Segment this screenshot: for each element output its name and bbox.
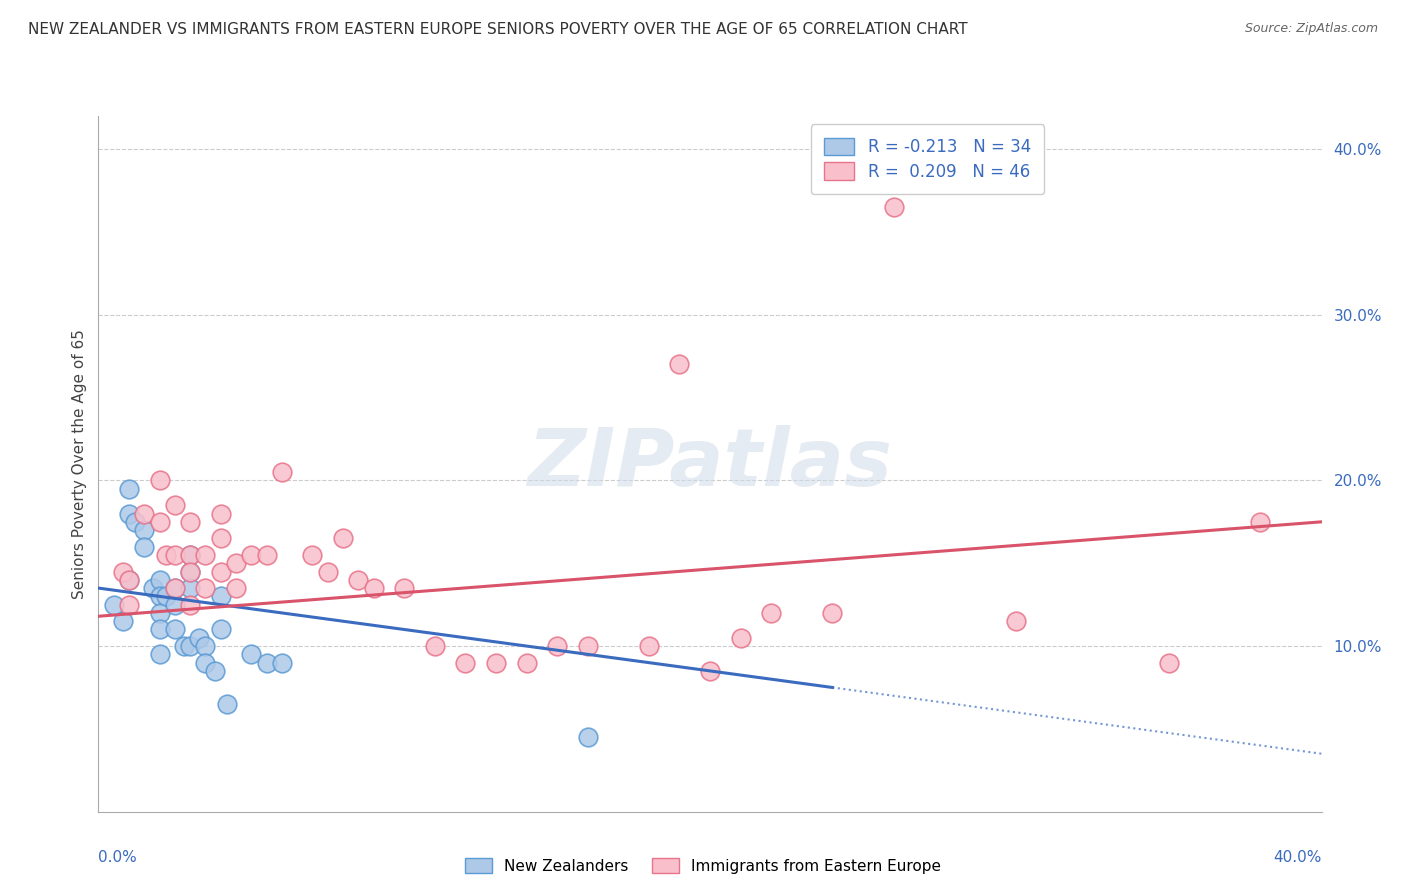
Point <box>209 507 232 521</box>
Point <box>163 581 186 595</box>
Point <box>1157 656 1180 670</box>
Point <box>668 358 690 372</box>
Point <box>149 623 172 637</box>
Point <box>142 581 165 595</box>
Point <box>179 515 201 529</box>
Point <box>392 581 416 595</box>
Point <box>155 548 177 562</box>
Point <box>270 465 292 479</box>
Point <box>179 565 201 579</box>
Point <box>256 656 278 670</box>
Point <box>546 639 568 653</box>
Point <box>103 598 125 612</box>
Text: 0.0%: 0.0% <box>98 850 138 865</box>
Point <box>179 581 201 595</box>
Point <box>118 482 141 496</box>
Point <box>316 565 339 579</box>
Point <box>363 581 385 595</box>
Point <box>118 573 141 587</box>
Point <box>149 606 172 620</box>
Point <box>1004 614 1026 628</box>
Text: Source: ZipAtlas.com: Source: ZipAtlas.com <box>1244 22 1378 36</box>
Point <box>194 639 217 653</box>
Point <box>163 498 186 512</box>
Point <box>225 581 247 595</box>
Point <box>179 548 201 562</box>
Point <box>209 532 232 546</box>
Point <box>821 606 844 620</box>
Point <box>730 631 752 645</box>
Point <box>576 639 599 653</box>
Point <box>194 581 217 595</box>
Point <box>111 614 134 628</box>
Point <box>516 656 538 670</box>
Point <box>759 606 782 620</box>
Point <box>347 573 370 587</box>
Point <box>134 507 156 521</box>
Legend: New Zealanders, Immigrants from Eastern Europe: New Zealanders, Immigrants from Eastern … <box>458 852 948 880</box>
Point <box>134 523 156 537</box>
Point <box>163 581 186 595</box>
Point <box>155 590 177 604</box>
Point <box>149 590 172 604</box>
Point <box>149 573 172 587</box>
Legend: R = -0.213   N = 34, R =  0.209   N = 46: R = -0.213 N = 34, R = 0.209 N = 46 <box>811 124 1045 194</box>
Point <box>485 656 508 670</box>
Point <box>179 565 201 579</box>
Point <box>215 697 238 711</box>
Point <box>163 598 186 612</box>
Point <box>1249 515 1271 529</box>
Point <box>118 573 141 587</box>
Text: NEW ZEALANDER VS IMMIGRANTS FROM EASTERN EUROPE SENIORS POVERTY OVER THE AGE OF : NEW ZEALANDER VS IMMIGRANTS FROM EASTERN… <box>28 22 967 37</box>
Point <box>225 556 247 570</box>
Point <box>209 623 232 637</box>
Point <box>163 548 186 562</box>
Point <box>204 664 226 678</box>
Point <box>179 639 201 653</box>
Text: ZIPatlas: ZIPatlas <box>527 425 893 503</box>
Point <box>111 565 134 579</box>
Point <box>179 548 201 562</box>
Point <box>149 515 172 529</box>
Point <box>576 730 599 744</box>
Point <box>124 515 146 529</box>
Point <box>173 639 195 653</box>
Point <box>179 598 201 612</box>
Point <box>118 507 141 521</box>
Point <box>149 648 172 662</box>
Point <box>118 598 141 612</box>
Point <box>194 656 217 670</box>
Point <box>194 548 217 562</box>
Point <box>454 656 477 670</box>
Point <box>423 639 446 653</box>
Point <box>188 631 211 645</box>
Point <box>699 664 721 678</box>
Text: 40.0%: 40.0% <box>1274 850 1322 865</box>
Point <box>149 474 172 488</box>
Point <box>209 565 232 579</box>
Point <box>240 548 263 562</box>
Point <box>163 623 186 637</box>
Point <box>134 540 156 554</box>
Point <box>240 648 263 662</box>
Point <box>637 639 661 653</box>
Point <box>301 548 323 562</box>
Point <box>209 590 232 604</box>
Point <box>332 532 354 546</box>
Point <box>270 656 292 670</box>
Y-axis label: Seniors Poverty Over the Age of 65: Seniors Poverty Over the Age of 65 <box>72 329 87 599</box>
Point <box>256 548 278 562</box>
Point <box>883 200 905 214</box>
